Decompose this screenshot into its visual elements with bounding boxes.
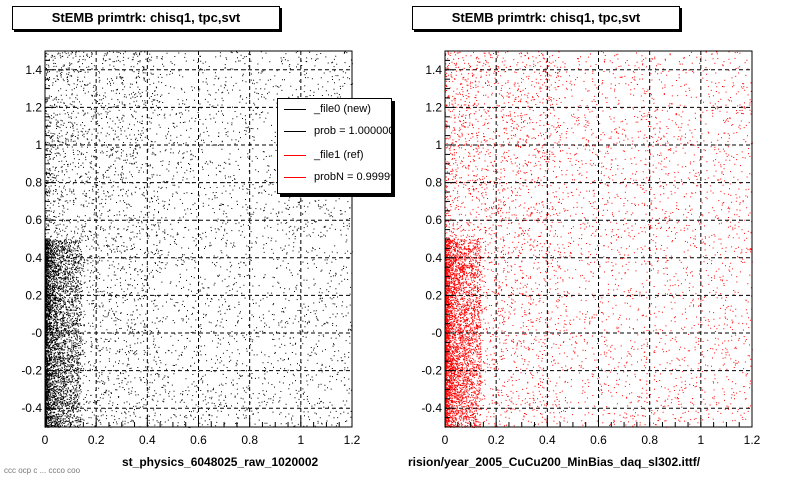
x-tick-label: 0.6 <box>590 433 607 447</box>
x-tick-label: 1.2 <box>744 433 761 447</box>
y-tick-label: -0.4 <box>21 401 42 415</box>
x-tick-label: 0.4 <box>139 433 156 447</box>
x-tick-label: 0.8 <box>241 433 258 447</box>
pad-title: StEMB primtrk: chisq1, tpc,svt <box>412 6 680 30</box>
y-tick-label: 0.2 <box>425 288 442 302</box>
legend-line <box>284 177 306 178</box>
y-tick-label: 1.4 <box>425 63 442 77</box>
x-tick-label: 0 <box>442 433 449 447</box>
legend-label: probN = 0.999995 <box>314 171 391 183</box>
x-tick-label: 1 <box>697 433 704 447</box>
x-tick-label: 1.2 <box>344 433 361 447</box>
y-tick-label: 0.2 <box>25 288 42 302</box>
legend-entry: prob = 1.000000 <box>278 121 392 143</box>
x-tick-label: 0.2 <box>88 433 105 447</box>
scatter-plot-new: 0 0.2 0.4 0.6 0.8 1 1.2 -0.4 -0.2 -0 0.2 0.4 0.6 0.8 1… <box>21 50 361 447</box>
y-tick-label: -0 <box>431 326 442 340</box>
legend: _file0 (new) prob = 1.000000 _file1 (ref… <box>277 98 392 194</box>
y-tick-label: 1 <box>435 138 442 152</box>
legend-line <box>284 131 306 132</box>
pad-left: StEMB primtrk: chisq1, tpc,svt 0 0.2 0.4 0.… <box>4 6 392 475</box>
pad-title: StEMB primtrk: chisq1, tpc,svt <box>12 6 280 30</box>
y-tick-label: 1.2 <box>425 100 442 114</box>
legend-line <box>284 109 306 110</box>
pad-right: StEMB primtrk: chisq1, tpc,svt 0 0.2 0.4 0.… <box>400 0 800 480</box>
y-tick-label: 0.4 <box>25 251 42 265</box>
y-tick-label: 0.4 <box>425 251 442 265</box>
legend-line <box>284 155 306 156</box>
x-tick-label: 0.2 <box>488 433 505 447</box>
y-tick-label: 0.6 <box>425 213 442 227</box>
corner-note: ccc ocp c ... ccco coo <box>4 466 81 475</box>
x-axis-title: rision/year_2005_CuCu200_MinBias_daq_sl3… <box>408 455 701 469</box>
scatter-plot-ref: 0 0.2 0.4 0.6 0.8 1 1.2 -0.4 -0.2 -0 0.2 0.4 0.6 0.8 1… <box>421 50 761 447</box>
legend-label: prob = 1.000000 <box>314 125 392 137</box>
legend-label: _file1 (ref) <box>314 149 364 161</box>
x-tick-label: 0 <box>42 433 49 447</box>
y-tick-label: 1.2 <box>25 100 42 114</box>
x-tick-label: 0.6 <box>190 433 207 447</box>
x-tick-label: 0.8 <box>641 433 658 447</box>
y-tick-label: 1.4 <box>25 63 42 77</box>
legend-entry: probN = 0.999995 <box>278 167 391 189</box>
x-axis-title: st_physics_6048025_raw_1020002 <box>122 455 319 469</box>
y-tick-label: -0.4 <box>421 401 442 415</box>
plot-area <box>445 51 752 427</box>
legend-entry: _file0 (new) <box>278 99 391 121</box>
y-tick-label: 1 <box>35 138 42 152</box>
y-tick-label: -0 <box>31 326 42 340</box>
x-tick-label: 1 <box>297 433 304 447</box>
y-tick-label: -0.2 <box>21 364 42 378</box>
legend-label: _file0 (new) <box>314 103 371 115</box>
legend-entry: _file1 (ref) <box>278 145 391 167</box>
y-tick-label: 0.6 <box>25 213 42 227</box>
y-tick-label: -0.2 <box>421 364 442 378</box>
y-tick-label: 0.8 <box>25 176 42 190</box>
x-tick-label: 0.4 <box>539 433 556 447</box>
y-tick-label: 0.8 <box>425 176 442 190</box>
